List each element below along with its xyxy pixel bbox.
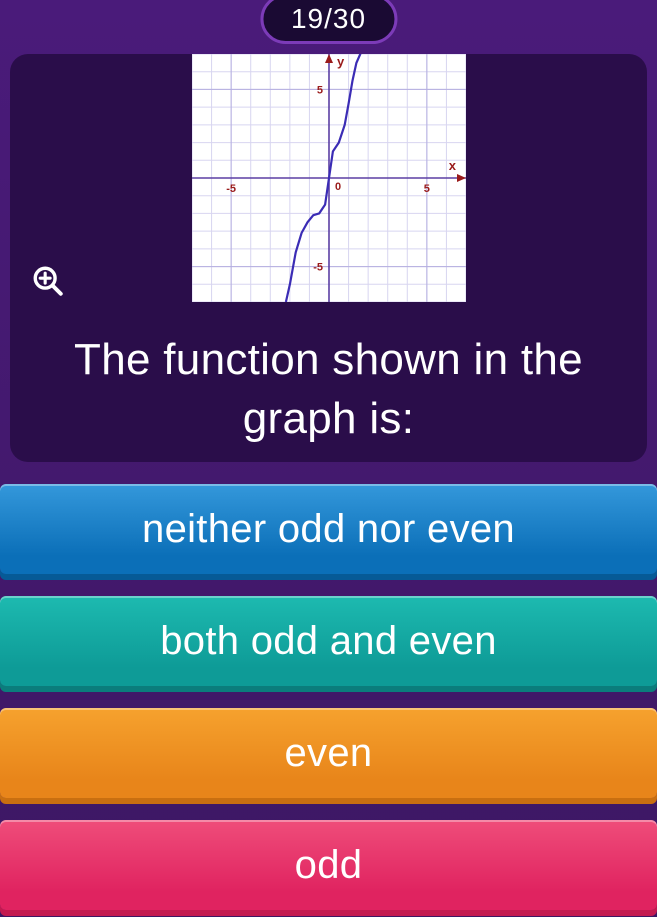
- svg-text:0: 0: [335, 181, 341, 193]
- svg-text:y: y: [337, 54, 345, 69]
- answer-label: both odd and even: [160, 619, 497, 664]
- svg-text:-5: -5: [226, 183, 236, 195]
- answers-list: neither odd nor even both odd and even e…: [0, 484, 657, 917]
- svg-text:-5: -5: [313, 262, 323, 274]
- question-card: -5 -5 5 5 0 x y The function shown in the grap…: [10, 54, 647, 462]
- answer-option-b[interactable]: both odd and even: [0, 596, 657, 686]
- svg-text:5: 5: [423, 183, 429, 195]
- svg-text:5: 5: [316, 84, 322, 96]
- question-text: The function shown in the graph is:: [10, 302, 647, 457]
- answer-label: even: [285, 731, 373, 776]
- svg-text:x: x: [448, 158, 456, 173]
- quiz-page: 19/30 -5 -5 5 5 0 x y The function shown in th…: [0, 0, 657, 917]
- answer-option-a[interactable]: neither odd nor even: [0, 484, 657, 574]
- zoom-button[interactable]: [28, 262, 68, 302]
- graph-wrapper: -5 -5 5 5 0 x y: [10, 54, 647, 302]
- progress-pill: 19/30: [260, 0, 397, 44]
- function-graph: -5 -5 5 5 0 x y: [192, 54, 466, 302]
- answer-option-c[interactable]: even: [0, 708, 657, 798]
- answer-option-d[interactable]: odd: [0, 820, 657, 910]
- answer-label: odd: [295, 843, 363, 888]
- zoom-in-icon: [31, 264, 65, 298]
- progress-text: 19/30: [291, 3, 366, 34]
- answer-label: neither odd nor even: [142, 507, 515, 552]
